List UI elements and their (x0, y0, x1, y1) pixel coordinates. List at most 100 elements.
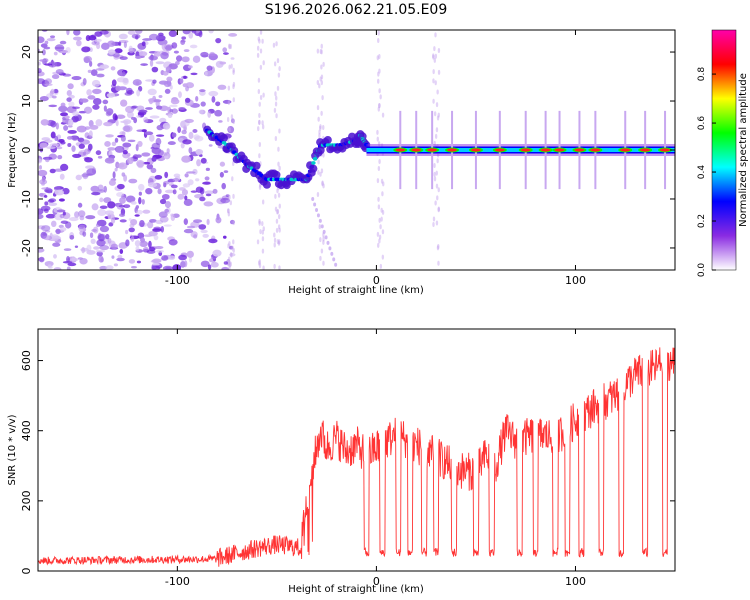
noise-blob (116, 192, 125, 197)
noise-blob (215, 216, 222, 224)
noise-blob (74, 211, 80, 219)
noise-blob (67, 129, 77, 134)
streak-blob (432, 221, 435, 227)
streak-blob (232, 119, 235, 125)
noise-blob (107, 201, 116, 209)
noise-blob (81, 46, 91, 53)
streak-blob (436, 158, 439, 164)
noise-blob (105, 265, 114, 270)
noise-blob (186, 250, 194, 258)
noise-blob (202, 233, 209, 238)
tail-blob (316, 213, 320, 218)
noise-blob (82, 78, 87, 86)
noise-blob (195, 149, 204, 155)
streak-blob (258, 38, 261, 44)
streak-blob (437, 187, 440, 193)
noise-blob (44, 63, 53, 66)
noise-blob (66, 89, 72, 97)
streak-blob (262, 60, 265, 66)
noise-blob (222, 47, 228, 53)
noise-blob (183, 228, 194, 234)
noise-blob (211, 96, 216, 103)
streak-blob (377, 204, 381, 210)
streak-blob (433, 111, 437, 117)
streak-blob (261, 38, 264, 44)
noise-blob (147, 182, 158, 188)
noise-blob (217, 84, 227, 90)
noise-blob (122, 77, 129, 84)
streak-blob (278, 203, 281, 209)
streak-blob (277, 161, 280, 167)
streak-blob (435, 170, 438, 176)
noise-blob (161, 193, 170, 200)
noise-blob (168, 239, 178, 246)
colorbar-label: Normalized spectral amplitude (738, 73, 749, 227)
noise-blob (163, 80, 172, 88)
noise-blob (163, 155, 169, 159)
noise-blob (151, 66, 159, 73)
y-tick-label: 0 (20, 147, 33, 154)
noise-blob (89, 232, 94, 239)
noise-blob (95, 150, 102, 156)
streak-blob (276, 58, 280, 64)
noise-blob (135, 205, 140, 209)
noise-blob (91, 191, 101, 196)
noise-blob (206, 65, 213, 71)
noise-blob (148, 246, 156, 252)
noise-blob (131, 265, 137, 269)
streak-blob (228, 241, 231, 247)
streak-blob (318, 83, 321, 89)
noise-blob (141, 129, 147, 133)
streak-blob (320, 248, 324, 254)
noise-blob (119, 56, 128, 61)
noise-blob (52, 143, 60, 147)
noise-blob (94, 38, 102, 43)
noise-blob (184, 195, 188, 201)
noise-blob (182, 139, 192, 145)
tail-blob (326, 240, 330, 245)
streak-blob (232, 239, 235, 245)
noise-blob (228, 33, 238, 37)
streak-blob (435, 220, 439, 226)
noise-blob (165, 66, 172, 73)
noise-blob (148, 230, 158, 237)
noise-blob (178, 91, 182, 99)
noise-blob (43, 194, 48, 198)
noise-blob (50, 234, 60, 242)
noise-blob (135, 35, 139, 40)
noise-blob (127, 139, 136, 143)
noise-blob (92, 97, 102, 106)
tail-blob (334, 262, 338, 267)
noise-blob (83, 55, 92, 63)
carrier-peak (411, 148, 422, 152)
noise-blob (103, 121, 113, 127)
noise-blob (163, 224, 172, 227)
streak-blob (275, 113, 278, 119)
noise-blob (171, 108, 178, 114)
streak-blob (258, 153, 261, 159)
noise-blob (99, 205, 108, 209)
noise-blob (76, 39, 82, 47)
noise-blob (172, 264, 182, 270)
noise-blob (45, 158, 50, 163)
tail-blob (311, 196, 315, 201)
noise-blob (102, 99, 109, 105)
streak-blob (381, 229, 385, 235)
noise-blob (72, 110, 79, 117)
noise-blob (87, 69, 92, 73)
noise-blob (156, 249, 165, 253)
noise-blob (55, 68, 64, 75)
track-blob (272, 170, 281, 179)
noise-blob (38, 158, 43, 164)
noise-blob (81, 173, 89, 178)
spectrogram-xlabel: Height of straight line (km) (288, 285, 424, 296)
y-tick-label: 200 (20, 490, 33, 511)
noise-blob (187, 179, 194, 186)
streak-blob (437, 260, 440, 266)
track-blob (262, 180, 271, 189)
noise-blob (54, 189, 65, 196)
streak-blob (378, 238, 381, 244)
noise-blob (91, 203, 99, 211)
noise-blob (81, 246, 86, 254)
